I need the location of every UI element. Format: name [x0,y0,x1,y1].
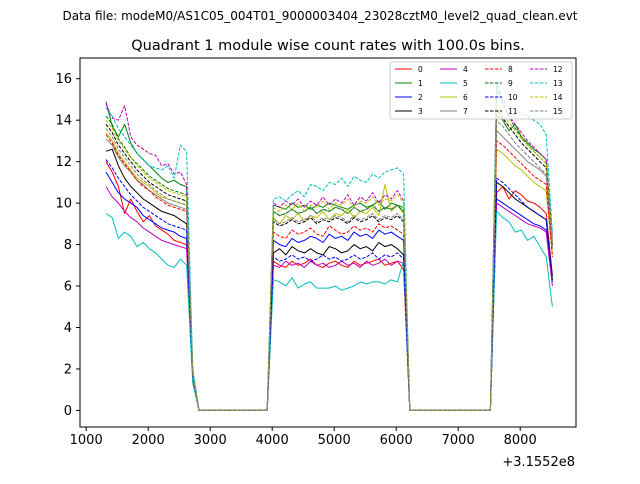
legend-label-11: 11 [508,107,518,116]
x-axis: 1000 2000 3000 4000 5000 6000 7000 8000 [70,427,537,448]
series-line-10 [105,159,553,411]
legend-label-15: 15 [553,107,563,116]
y-tick-label: 0 [64,404,72,419]
y-tick-label: 4 [64,321,72,336]
x-offset-label: +3.1552e8 [502,455,575,470]
y-tick-label: 12 [55,155,72,170]
series-line-9 [105,88,553,411]
series-line-6 [105,132,553,411]
series-line-11 [105,109,553,411]
legend-label-6: 6 [463,93,468,102]
y-tick-label: 6 [64,280,72,295]
series-line-3 [105,148,553,411]
series-line-8 [105,134,553,411]
legend-label-0: 0 [418,65,423,74]
x-tick-label: 5000 [318,433,351,448]
series-line-14 [105,103,553,411]
legend-label-14: 14 [553,93,563,102]
plot-lines [105,82,553,411]
x-tick-label: 4000 [256,433,289,448]
legend-label-2: 2 [418,93,423,102]
legend-label-7: 7 [463,107,468,116]
legend-label-4: 4 [463,65,468,74]
series-line-2 [105,171,553,411]
legend-label-13: 13 [553,79,563,88]
chart-title: Quadrant 1 module wise count rates with … [131,38,525,54]
plot-frame [79,57,577,428]
x-tick-label: 6000 [380,433,413,448]
y-tick-label: 2 [64,362,72,377]
chart-suptitle: Data file: modeM0/AS1C05_004T01_90000034… [62,9,577,23]
legend-frame [389,61,573,120]
legend-label-5: 5 [463,79,468,88]
series-line-1 [105,101,553,411]
series-line-0 [105,161,553,411]
legend-label-1: 1 [418,79,423,88]
x-tick-label: 3000 [194,433,227,448]
x-tick-label: 2000 [132,433,165,448]
legend-label-8: 8 [508,65,513,74]
y-tick-label: 8 [64,238,72,253]
legend-label-10: 10 [508,93,518,102]
series-line-15 [105,119,553,411]
legend-label-12: 12 [553,65,563,74]
x-tick-label: 8000 [504,433,537,448]
x-tick-label: 1000 [70,433,103,448]
y-tick-label: 10 [55,197,72,212]
legend-label-9: 9 [508,79,513,88]
legend-label-3: 3 [418,107,423,116]
y-tick-label: 14 [55,114,72,129]
series-line-5 [105,210,553,411]
x-tick-label: 7000 [442,433,475,448]
y-axis: 0 2 4 6 8 10 12 14 16 [55,72,80,419]
y-tick-label: 16 [55,72,72,87]
